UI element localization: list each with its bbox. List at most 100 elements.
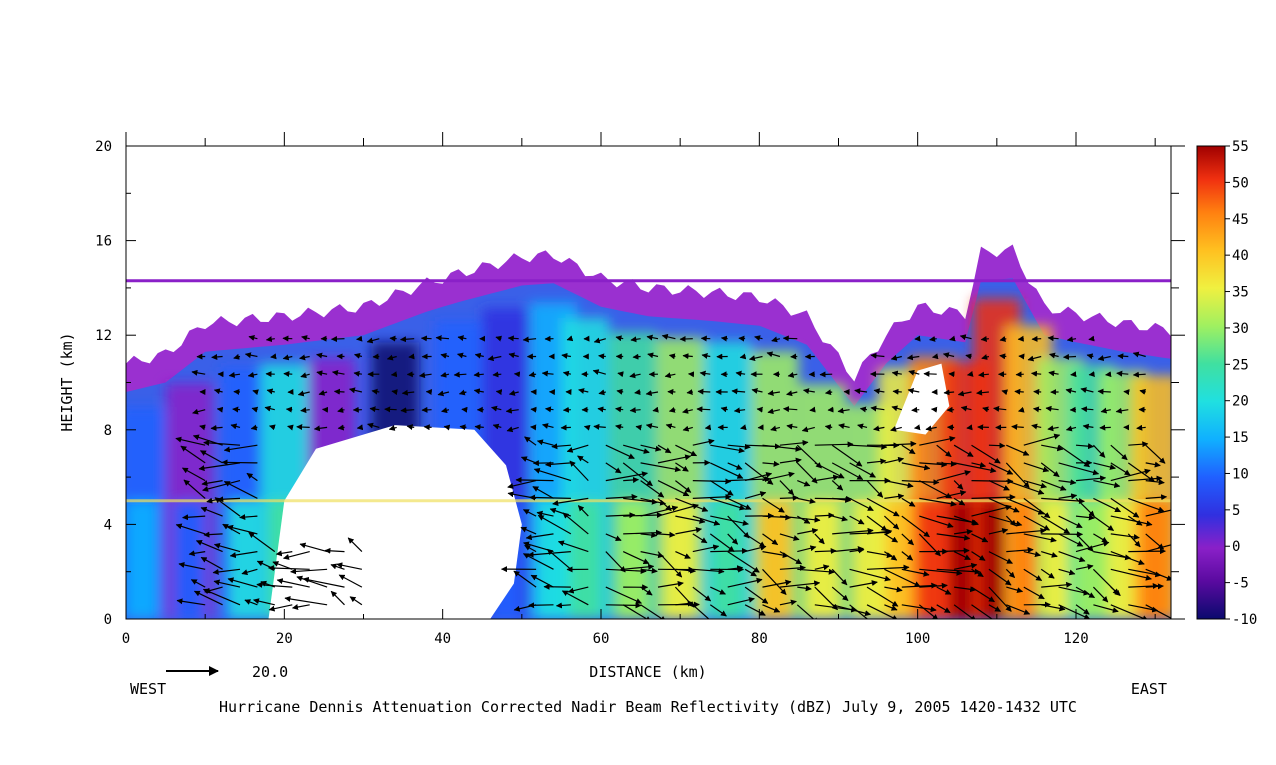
wind-vector <box>988 568 1012 586</box>
wind-vector <box>1063 353 1077 360</box>
wind-vector <box>770 425 781 432</box>
wind-vector <box>233 353 241 360</box>
wind-vector <box>779 480 795 496</box>
wind-vector <box>175 523 206 535</box>
wind-vector <box>738 335 746 342</box>
wind-vector <box>1041 581 1073 588</box>
wind-vector <box>210 424 223 431</box>
wind-vector <box>175 436 206 446</box>
wind-vector <box>1100 407 1111 414</box>
wind-vector <box>560 424 571 431</box>
wind-vector <box>562 512 589 535</box>
wind-vector <box>292 604 310 610</box>
wind-vector <box>901 515 930 538</box>
wind-vector <box>936 568 981 575</box>
wind-vector <box>919 435 956 446</box>
wind-vector <box>324 547 345 554</box>
wind-vector <box>1145 509 1171 517</box>
wind-vector <box>201 480 223 487</box>
wind-vector <box>675 444 698 457</box>
wind-vector <box>901 568 930 577</box>
wind-vector <box>299 542 328 553</box>
wind-vector <box>971 462 987 468</box>
wind-vector <box>735 370 746 377</box>
wind-vector <box>727 533 739 545</box>
wind-vector <box>849 568 891 582</box>
wind-vector <box>727 596 755 606</box>
wind-vector <box>884 551 898 561</box>
wind-vector <box>779 599 797 606</box>
wind-vector <box>202 588 241 606</box>
wind-vector <box>954 528 973 535</box>
wind-vector <box>919 515 954 529</box>
wind-vector <box>1040 480 1067 491</box>
wind-vector <box>615 424 624 430</box>
wind-vector <box>988 527 1009 535</box>
wind-vector <box>679 335 693 342</box>
wind-vector <box>349 387 363 394</box>
reflectivity-field <box>126 244 1171 619</box>
colorbar-tick-label: 15 <box>1232 430 1249 446</box>
wind-vector <box>814 462 845 479</box>
wind-vector <box>1023 480 1047 489</box>
wind-vector <box>657 503 699 517</box>
wind-vector <box>797 480 811 487</box>
wind-vector <box>709 480 734 496</box>
wind-vector <box>1058 515 1083 529</box>
wind-vector <box>1006 527 1047 535</box>
wind-vector <box>1128 583 1159 590</box>
wind-vector <box>657 444 672 454</box>
wind-vector <box>1115 407 1129 414</box>
wind-vector <box>1145 494 1168 501</box>
wind-vector <box>1088 371 1095 378</box>
wind-vector <box>936 444 952 458</box>
wind-vector <box>487 355 502 362</box>
wind-vector <box>213 542 241 553</box>
wind-vector <box>389 335 397 342</box>
wind-vector <box>866 497 900 517</box>
wind-vector <box>1110 462 1131 476</box>
wind-vector <box>1048 370 1059 377</box>
wind-vector <box>749 355 763 362</box>
wind-vector <box>980 335 989 342</box>
wind-vector <box>193 590 223 606</box>
wind-vector <box>786 390 798 397</box>
colorbar-tick-label: 30 <box>1232 321 1249 337</box>
wind-vector <box>296 424 310 431</box>
wind-vector <box>1093 462 1116 470</box>
y-tick-label: 8 <box>104 423 112 439</box>
wind-vector <box>545 461 571 468</box>
wind-vector <box>229 551 258 559</box>
wind-vector <box>1058 551 1086 563</box>
wind-vector <box>783 406 798 413</box>
wind-vector <box>1031 370 1042 377</box>
wind-vector <box>1023 497 1051 519</box>
wind-vector <box>1005 568 1016 579</box>
wind-vector <box>578 388 589 394</box>
wind-vector <box>971 444 1001 464</box>
wind-vector <box>583 424 591 431</box>
wind-vector <box>200 556 223 570</box>
wind-vector <box>391 389 398 396</box>
wind-vector <box>285 406 293 413</box>
wind-vector <box>593 337 606 344</box>
wind-vector <box>623 444 650 454</box>
wind-vector <box>223 444 258 453</box>
wind-vector <box>884 480 914 489</box>
wind-vector <box>767 408 781 415</box>
wind-vector <box>727 577 763 588</box>
wind-vector <box>1110 444 1128 461</box>
wind-vector <box>508 352 519 359</box>
wind-vector <box>515 477 554 484</box>
wind-vector <box>866 586 899 607</box>
wind-vector <box>1041 497 1085 505</box>
wind-vector <box>657 497 672 512</box>
wind-vector <box>1117 353 1129 360</box>
wind-vector <box>250 424 258 431</box>
wind-vector <box>316 352 328 359</box>
wind-vector <box>971 478 1014 485</box>
wind-vector <box>555 602 571 609</box>
wind-vector <box>1005 515 1017 527</box>
wind-vector <box>890 354 902 361</box>
